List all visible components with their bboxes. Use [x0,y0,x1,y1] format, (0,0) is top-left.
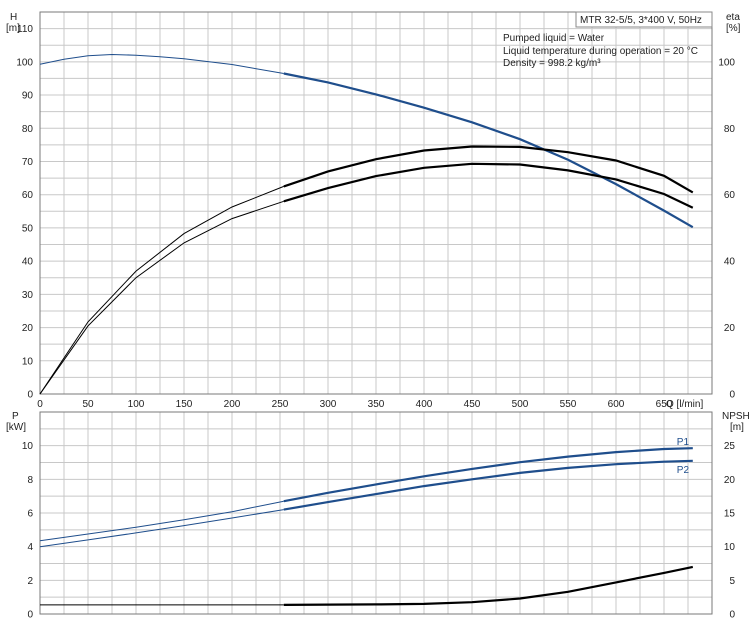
pumped-liquid-note: Pumped liquid = Water [503,33,605,44]
bottom-left-tick-label: 8 [27,475,33,486]
bottom-right-tick-label: 0 [729,610,735,621]
pump-model-label: MTR 32-5/5, 3*400 V, 50Hz [580,15,702,26]
top-panel: 0 10 20 30 40 50 60 70 80 90 100 110 0 20 40 60 80 100 0 50… [6,11,741,410]
top-left-tick-label: 90 [22,91,34,102]
top-gridlines [40,12,712,394]
top-plot-frame [39,11,713,395]
bottom-left-tick-label: 10 [22,441,34,452]
top-tick-labels: 0 10 20 30 40 50 60 70 80 90 100 110 0 20 40 60 80 100 0 50… [16,24,735,410]
bottom-right-tick-label: 5 [729,576,735,587]
series-label-p2: P2 [677,465,690,476]
bottom-plot-frame [39,411,713,615]
density-note: Density = 998.2 kg/m³ [503,58,601,69]
bottom-right-axis-unit: [m] [730,422,744,433]
top-left-axis-label: H [10,12,17,23]
bottom-p2-line [39,509,284,548]
top-left-tick-label: 80 [22,124,34,135]
liquid-temperature-note: Liquid temperature during operation = 20… [503,46,698,57]
bottom-tick-labels: 0 2 4 6 8 10 0 5 10 15 20 25 [22,441,736,620]
top-left-tick-label: 30 [22,290,34,301]
top-right-tick-label: 80 [724,124,736,135]
top-right-tick-label: 40 [724,257,736,268]
bottom-left-axis-unit: [kW] [6,422,26,433]
bottom-left-tick-label: 0 [27,610,33,621]
top-left-tick-label: 110 [17,24,33,35]
top-left-tick-label: 50 [22,223,34,234]
top-right-tick-label: 60 [724,190,736,201]
x-tick-label: 50 [82,399,94,410]
bottom-right-tick-label: 25 [724,441,736,452]
x-tick-label: 450 [464,399,481,410]
bottom-series-2-duty-line [283,565,694,606]
x-tick-label: 200 [224,399,241,410]
bottom-left-tick-label: 2 [27,576,33,587]
top-series-2-line [39,185,284,395]
bottom-p1-line [39,500,284,542]
top-left-tick-label: 40 [22,257,34,268]
x-tick-label: 600 [608,399,625,410]
x-tick-label: 400 [416,399,433,410]
bottom-p2-duty-line [283,459,693,511]
bottom-left-tick-label: 6 [27,509,33,520]
pump-model-box [575,11,713,28]
bottom-gridlines [40,412,712,614]
x-tick-label: 150 [176,399,193,410]
x-tick-label: 350 [368,399,385,410]
top-series-0-line [39,53,284,74]
top-series-group [39,53,694,395]
top-left-tick-label: 20 [22,323,34,334]
x-tick-label: 650 [656,399,673,410]
bottom-right-axis-label: NPSH [722,411,750,422]
top-left-tick-label: 70 [22,157,34,168]
info-box: MTR 32-5/5, 3*400 V, 50Hz Pumped liquid … [503,11,713,69]
top-right-tick-label: 100 [718,57,735,68]
x-axis-label: Q [l/min] [666,399,703,410]
bottom-left-tick-label: 4 [27,542,33,553]
bottom-right-tick-label: 10 [724,542,736,553]
top-left-tick-label: 100 [16,57,33,68]
top-series-0-duty-line [283,72,694,229]
series-label-p1: P1 [677,437,690,448]
top-left-axis-unit: [m] [6,23,20,34]
top-right-axis-unit: [%] [726,23,741,34]
top-series-1-line [39,200,284,395]
top-right-tick-label: 0 [729,390,735,401]
x-tick-label: 500 [512,399,529,410]
top-series-1-duty-line [283,162,694,209]
top-series-2-duty-line [283,145,694,194]
x-tick-label: 250 [272,399,289,410]
top-left-tick-label: 60 [22,190,34,201]
bottom-right-tick-label: 15 [724,509,736,520]
x-tick-label: 0 [37,399,43,410]
bottom-panel: P1 P2 0 2 4 6 8 10 0 5 10 15 20 25 P [kW] NPSH [m] [6,411,750,621]
bottom-left-axis-label: P [12,411,19,422]
bottom-p1-duty-line [283,447,693,503]
x-tick-label: 100 [128,399,145,410]
x-tick-label: 550 [560,399,577,410]
top-left-tick-label: 0 [27,390,33,401]
top-right-tick-label: 20 [724,323,736,334]
top-right-axis-label: eta [726,12,740,23]
bottom-series-group: P1 P2 [39,437,694,606]
top-left-tick-label: 10 [22,356,34,367]
x-tick-label: 300 [320,399,337,410]
bottom-right-tick-label: 20 [724,475,736,486]
